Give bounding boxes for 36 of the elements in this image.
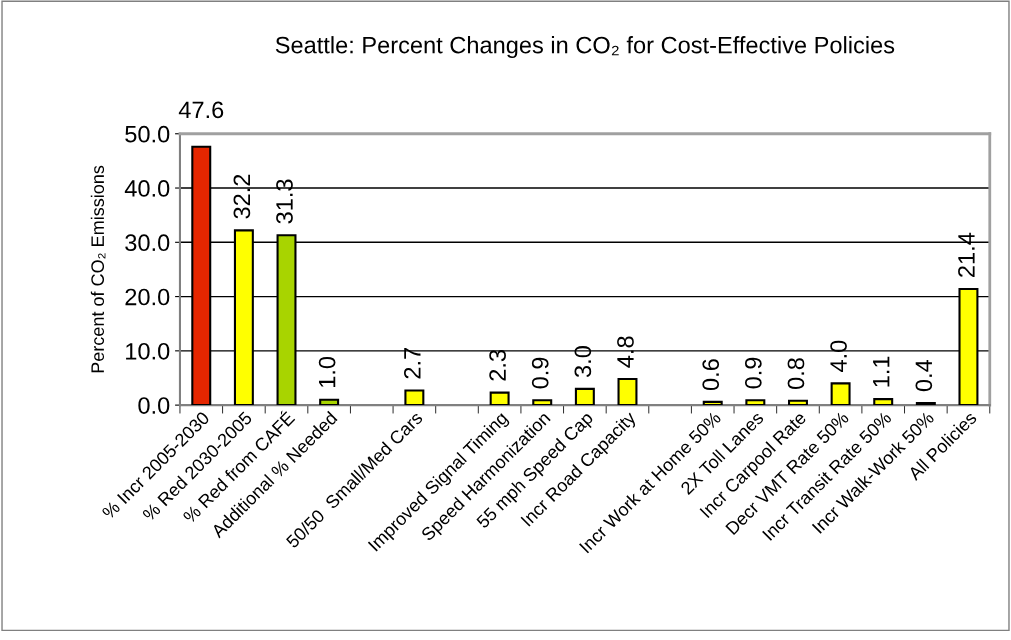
bar — [702, 400, 723, 406]
data-label: 2.3 — [489, 350, 506, 381]
data-label: 31.3 — [276, 179, 293, 224]
bar — [404, 389, 425, 406]
y-tick-label: 30.0 — [125, 234, 170, 252]
data-label: 1.1 — [873, 356, 890, 387]
data-label: 21.4 — [958, 232, 975, 277]
y-tick-label: 0.0 — [138, 397, 170, 414]
data-label: 0.6 — [702, 359, 720, 391]
data-label: 0.9 — [744, 357, 762, 389]
data-label: 0.9 — [531, 357, 549, 389]
y-tick-label: 40.0 — [124, 180, 170, 197]
chart-title: Seattle: Percent Changes in CO₂ for Cost-Effective Policies — [275, 36, 895, 59]
bar — [489, 391, 510, 406]
data-label: 4.0 — [830, 340, 847, 373]
bar — [617, 378, 638, 406]
y-tick-label: 20.0 — [125, 288, 170, 306]
bar — [745, 399, 766, 406]
y-tick-label: 10.0 — [126, 342, 170, 360]
y-tick-label: 50.0 — [125, 125, 170, 143]
bar — [319, 398, 340, 406]
data-label: 32.2 — [233, 174, 251, 219]
data-label: 3.0 — [574, 346, 592, 378]
data-label: 1.0 — [318, 356, 336, 388]
data-label: 0.4 — [915, 359, 933, 392]
bar — [787, 399, 808, 406]
bar — [915, 401, 936, 406]
data-label: 0.8 — [787, 358, 805, 389]
bar — [532, 399, 553, 406]
bar — [830, 382, 851, 406]
data-label: 4.8 — [617, 336, 634, 368]
bar — [873, 398, 894, 406]
data-label: 47.6 — [178, 101, 224, 119]
y-axis-title: Percent of CO₂ Emissions — [90, 165, 106, 373]
bar — [574, 387, 595, 406]
data-label: 2.7 — [404, 347, 421, 379]
